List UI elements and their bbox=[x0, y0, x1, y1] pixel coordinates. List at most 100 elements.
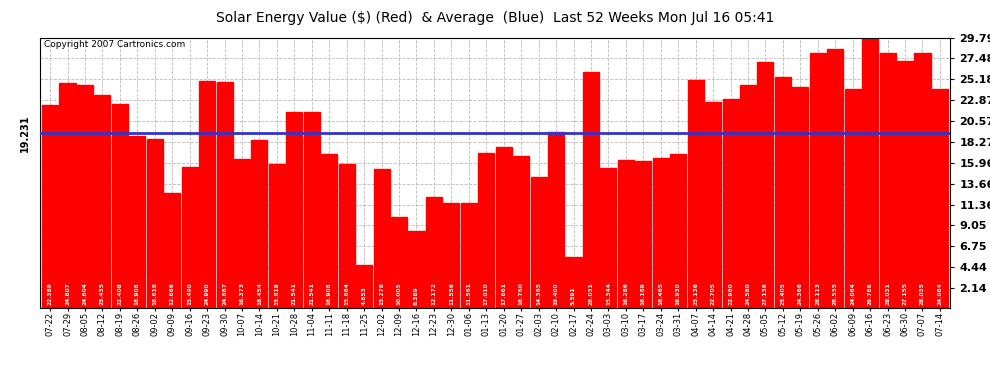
Bar bbox=[426, 197, 442, 308]
Text: 16.930: 16.930 bbox=[676, 282, 681, 305]
Bar bbox=[792, 87, 809, 308]
Bar bbox=[810, 53, 826, 307]
Bar bbox=[444, 203, 459, 308]
Bar bbox=[583, 72, 599, 308]
Bar bbox=[147, 139, 162, 308]
Text: 15.819: 15.819 bbox=[274, 282, 279, 305]
Text: 24.807: 24.807 bbox=[65, 282, 70, 305]
Bar bbox=[705, 102, 721, 308]
Bar bbox=[513, 156, 530, 308]
Text: 8.389: 8.389 bbox=[414, 286, 419, 305]
Bar bbox=[112, 104, 128, 308]
Text: 5.591: 5.591 bbox=[571, 286, 576, 305]
Text: 24.990: 24.990 bbox=[205, 282, 210, 305]
Bar bbox=[339, 164, 354, 308]
Text: Copyright 2007 Cartronics.com: Copyright 2007 Cartronics.com bbox=[45, 40, 185, 49]
Bar bbox=[740, 85, 756, 308]
Bar bbox=[42, 105, 58, 308]
Bar bbox=[757, 62, 773, 308]
Text: 19.400: 19.400 bbox=[553, 282, 558, 305]
Bar bbox=[862, 38, 878, 308]
Text: 21.541: 21.541 bbox=[292, 282, 297, 305]
Bar bbox=[670, 154, 686, 308]
Text: 29.786: 29.786 bbox=[867, 282, 872, 305]
Text: 24.604: 24.604 bbox=[82, 282, 87, 305]
Bar bbox=[478, 153, 494, 308]
Bar bbox=[181, 167, 198, 308]
Text: 16.189: 16.189 bbox=[641, 282, 645, 305]
Text: 15.490: 15.490 bbox=[187, 282, 192, 305]
Text: 27.136: 27.136 bbox=[763, 282, 768, 305]
Text: 16.373: 16.373 bbox=[240, 282, 245, 305]
Bar bbox=[77, 84, 93, 308]
Bar bbox=[164, 193, 180, 308]
Bar bbox=[688, 80, 704, 308]
Bar bbox=[600, 168, 617, 308]
Bar bbox=[234, 159, 250, 308]
Bar bbox=[844, 89, 860, 308]
Text: 28.031: 28.031 bbox=[885, 282, 890, 305]
Text: 28.113: 28.113 bbox=[816, 282, 821, 305]
Bar bbox=[915, 53, 931, 307]
Text: 22.960: 22.960 bbox=[728, 282, 733, 305]
Text: 15.864: 15.864 bbox=[345, 282, 349, 305]
Bar bbox=[356, 266, 372, 308]
Bar bbox=[321, 154, 338, 308]
Bar bbox=[373, 169, 390, 308]
Bar bbox=[879, 54, 896, 307]
Text: 12.172: 12.172 bbox=[432, 282, 437, 305]
Bar bbox=[409, 231, 425, 308]
Bar bbox=[286, 112, 302, 308]
Text: 19.231: 19.231 bbox=[20, 114, 30, 152]
Text: 12.666: 12.666 bbox=[169, 282, 174, 305]
Bar bbox=[251, 140, 267, 308]
Bar bbox=[652, 158, 669, 308]
Text: 24.887: 24.887 bbox=[222, 282, 227, 305]
Text: 18.618: 18.618 bbox=[152, 282, 157, 305]
Bar bbox=[618, 160, 634, 308]
Text: 22.408: 22.408 bbox=[118, 282, 123, 305]
Text: 24.580: 24.580 bbox=[745, 282, 750, 305]
Bar bbox=[496, 147, 512, 308]
Bar bbox=[897, 62, 913, 308]
Bar bbox=[531, 177, 546, 308]
Text: 10.005: 10.005 bbox=[397, 282, 402, 305]
Text: 14.365: 14.365 bbox=[537, 282, 542, 305]
Bar bbox=[548, 132, 564, 308]
Bar bbox=[304, 112, 320, 308]
Text: 22.389: 22.389 bbox=[48, 282, 52, 305]
Text: 28.035: 28.035 bbox=[920, 282, 925, 305]
Text: 16.908: 16.908 bbox=[327, 282, 332, 305]
Text: 24.064: 24.064 bbox=[938, 282, 942, 305]
Text: 15.278: 15.278 bbox=[379, 282, 384, 305]
Text: 24.064: 24.064 bbox=[850, 282, 855, 305]
Text: Solar Energy Value ($) (Red)  & Average  (Blue)  Last 52 Weeks Mon Jul 16 05:41: Solar Energy Value ($) (Red) & Average (… bbox=[216, 11, 774, 25]
Bar bbox=[199, 81, 215, 308]
Text: 4.653: 4.653 bbox=[361, 286, 366, 305]
Text: 18.454: 18.454 bbox=[257, 282, 262, 305]
Text: 15.344: 15.344 bbox=[606, 282, 611, 305]
Text: 18.908: 18.908 bbox=[135, 282, 140, 305]
Text: 16.286: 16.286 bbox=[624, 282, 629, 305]
Text: 28.535: 28.535 bbox=[833, 282, 838, 305]
Text: 24.366: 24.366 bbox=[798, 282, 803, 305]
Bar bbox=[59, 82, 75, 308]
Bar bbox=[565, 257, 581, 307]
Bar bbox=[94, 95, 111, 308]
Text: 16.465: 16.465 bbox=[658, 282, 663, 305]
Text: 17.010: 17.010 bbox=[484, 282, 489, 305]
Bar bbox=[775, 77, 791, 308]
Bar bbox=[636, 161, 651, 308]
Text: 17.661: 17.661 bbox=[501, 282, 506, 305]
Text: 16.760: 16.760 bbox=[519, 282, 524, 305]
Bar bbox=[828, 49, 843, 308]
Bar bbox=[269, 164, 285, 308]
Text: 11.561: 11.561 bbox=[466, 282, 471, 305]
Bar bbox=[391, 217, 407, 308]
Text: 25.136: 25.136 bbox=[693, 282, 698, 305]
Text: 22.705: 22.705 bbox=[711, 282, 716, 305]
Text: 21.541: 21.541 bbox=[309, 282, 314, 305]
Text: 23.435: 23.435 bbox=[100, 282, 105, 305]
Bar bbox=[130, 136, 146, 308]
Bar bbox=[932, 89, 948, 308]
